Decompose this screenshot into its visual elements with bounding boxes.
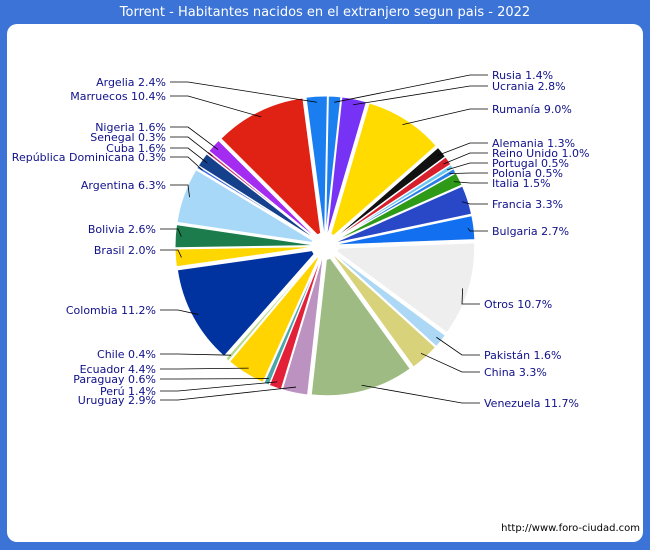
leader-line-chile <box>160 353 232 356</box>
source-url: http://www.foro-ciudad.com <box>501 523 640 534</box>
pie-slice-polonia <box>331 167 457 243</box>
pie-slice-rusia <box>325 95 342 239</box>
slice-label-otros: Otros 10.7% <box>484 298 552 311</box>
slice-label-uruguay: Uruguay 2.9% <box>78 394 156 407</box>
pie-slice-rumania <box>328 102 437 241</box>
slice-label-china: China 3.3% <box>484 366 547 379</box>
chart-title: Torrent - Habitantes nacidos en el extra… <box>119 4 531 20</box>
slice-label-ecuador: Ecuador 4.4% <box>80 363 156 376</box>
leader-line-peru <box>160 381 278 392</box>
leader-line-italia <box>453 181 488 184</box>
slice-label-alemania: Alemania 1.3% <box>492 137 575 150</box>
leader-line-colombia <box>160 309 199 315</box>
slice-label-ucrania: Ucrania 2.8% <box>492 80 566 93</box>
slice-label-portugal: Portugal 0.5% <box>492 157 569 170</box>
slice-label-peru: Perú 1.4% <box>100 385 156 398</box>
slice-label-senegal: Senegal 0.3% <box>90 131 166 144</box>
pie-slice-argelia <box>305 95 328 239</box>
slice-label-colombia: Colombia 11.2% <box>66 304 156 317</box>
slice-labels: Rusia 1.4%Ucrania 2.8% Rumanía 9.0% Aleman… <box>12 69 590 410</box>
leader-line-rumania <box>402 108 488 126</box>
leader-line-otros <box>461 288 480 305</box>
pie-slice-alemania <box>330 146 447 242</box>
pie-slices <box>174 95 476 397</box>
slice-label-bulgaria: Bulgaria 2.7% <box>492 225 569 238</box>
pie-center <box>311 232 339 260</box>
pie-slice-pakistan <box>330 250 447 348</box>
leader-line-china <box>420 352 480 373</box>
leader-line-polonia <box>449 172 488 175</box>
pie-slice-francia <box>332 185 473 245</box>
leader-line-alemania <box>437 142 488 157</box>
slice-label-polonia: Polonia 0.5% <box>492 167 563 180</box>
slice-label-reino-unido: Reino Unido 1.0% <box>492 147 589 160</box>
leader-line-rusia <box>334 74 488 103</box>
slice-label-francia: Francia 3.3% <box>492 198 563 211</box>
pie-slice-otros <box>331 242 476 334</box>
leader-line-argentina <box>170 184 190 198</box>
pie-slice-brasil <box>174 246 318 268</box>
leader-line-bolivia <box>160 228 182 237</box>
leader-line-uruguay <box>160 386 297 401</box>
slice-label-cuba: Cuba 1.6% <box>106 142 166 155</box>
leader-line-cuba <box>170 147 208 164</box>
pie-slice-marruecos <box>220 97 323 241</box>
slice-label-rusia: Rusia 1.4% <box>492 69 553 82</box>
pie-slice-colombia <box>176 249 320 358</box>
title-bar: Torrent - Habitantes nacidos en el extra… <box>0 0 650 24</box>
leader-line-brasil <box>160 249 182 258</box>
pie-slice-bolivia <box>174 224 318 249</box>
pie-slice-argentina <box>176 169 318 244</box>
leader-line-republica-dominicana <box>170 156 203 171</box>
slice-label-nigeria: Nigeria 1.6% <box>95 121 166 134</box>
slice-label-paraguay: Paraguay 0.6% <box>73 373 156 386</box>
slice-label-brasil: Brasil 2.0% <box>94 244 156 257</box>
slice-label-venezuela: Venezuela 11.7% <box>484 397 579 410</box>
pie-slice-uruguay <box>281 253 324 396</box>
leader-line-francia <box>461 201 488 205</box>
pie-slice-italia <box>331 172 463 243</box>
slice-label-italia: Italia 1.5% <box>492 177 551 190</box>
pie-slice-bulgaria <box>332 215 476 246</box>
pie-slice-peru <box>268 253 323 391</box>
slice-label-argelia: Argelia 2.4% <box>96 76 166 89</box>
leader-line-pakistan <box>436 336 480 356</box>
slice-label-chile: Chile 0.4% <box>97 348 156 361</box>
pie-slice-venezuela <box>310 252 411 397</box>
leader-line-bulgaria <box>467 228 488 232</box>
pie-slice-china <box>329 251 437 368</box>
leader-line-venezuela <box>361 384 480 404</box>
pie-slice-ecuador <box>228 252 322 384</box>
slice-label-bolivia: Bolivia 2.6% <box>88 223 156 236</box>
slice-label-marruecos: Marruecos 10.4% <box>70 90 166 103</box>
leader-line-argelia <box>170 81 318 103</box>
leader-line-marruecos <box>170 95 262 118</box>
slice-label-argentina: Argentina 6.3% <box>81 179 166 192</box>
leader-line-ucrania <box>353 85 488 106</box>
leader-line-senegal <box>170 136 213 157</box>
pie-slice-nigeria <box>208 139 320 242</box>
slice-label-rumania: Rumanía 9.0% <box>492 103 572 116</box>
pie-slice-ucrania <box>326 96 368 239</box>
slice-label-republica-dominicana: República Dominicana 0.3% <box>12 151 166 164</box>
leader-line-nigeria <box>170 126 219 150</box>
leader-line-portugal <box>447 162 488 171</box>
pie-slice-chile <box>225 251 321 362</box>
leader-lines <box>160 74 488 404</box>
slice-label-pakistan: Pakistán 1.6% <box>484 349 562 362</box>
leader-line-ecuador <box>160 367 249 370</box>
leader-line-reino-unido <box>443 152 488 165</box>
